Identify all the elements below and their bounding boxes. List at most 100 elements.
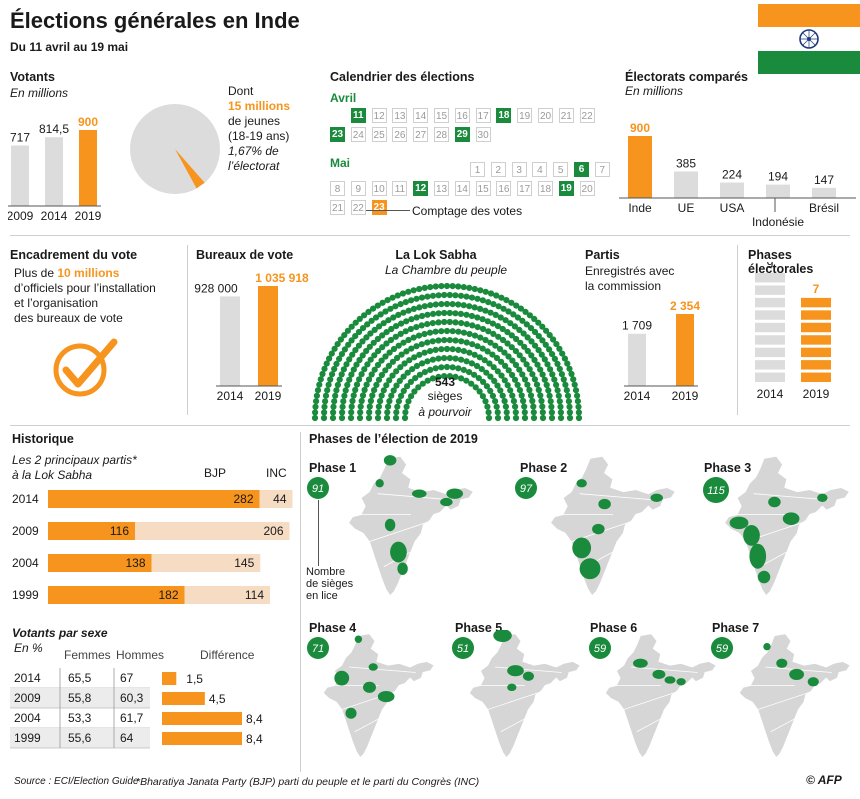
phase-3-map [723, 455, 851, 597]
calendar-day-may-22: 22 [350, 200, 366, 215]
seat-dot [377, 398, 384, 405]
seat-dot [463, 358, 470, 365]
seat-dot [361, 366, 368, 373]
history-label-inc-2004: 145 [234, 556, 254, 570]
phase-region [345, 707, 357, 719]
seat-dot [427, 366, 434, 373]
seat-dot [408, 297, 415, 304]
seat-dot [415, 332, 423, 339]
seat-dot [543, 327, 550, 334]
seat-dot [410, 305, 417, 312]
seat-dot [438, 283, 445, 290]
seat-dot [331, 365, 338, 373]
calendar-may-label: Mai [330, 156, 351, 170]
seat-dot [385, 362, 392, 369]
seat-dot [379, 344, 386, 351]
seat-dot [494, 382, 501, 389]
calendar-day-april-16: 16 [454, 108, 470, 123]
calendar-day-april-23: 23 [330, 127, 345, 142]
seat-dot [555, 392, 562, 399]
parties-chart: 1 709 2014 2 354 2019 [622, 299, 700, 403]
seat-dot [405, 288, 412, 295]
seat-dot [513, 302, 520, 309]
seat-dot [353, 361, 360, 368]
seat-dot [421, 330, 428, 338]
page-subtitle: Du 11 avril au 19 mai [10, 40, 129, 54]
seat-dot [482, 307, 489, 314]
seat-dot [495, 303, 502, 310]
seat-dot [388, 392, 395, 399]
seat-dot [415, 384, 422, 391]
seat-dot [575, 403, 582, 410]
seat-dot [483, 383, 490, 390]
bar-voters-2019 [79, 130, 97, 206]
seat-dot [376, 323, 383, 330]
seat-dot [394, 354, 401, 362]
supervision-line1: Plus de [14, 266, 55, 280]
seat-dot [405, 307, 412, 314]
seat-dot [501, 349, 508, 356]
seat-dot [510, 311, 517, 318]
seat-dot [380, 320, 387, 327]
phase-1-map [347, 455, 475, 597]
history-bar-inc-2004 [151, 554, 261, 572]
seat-dot [535, 386, 542, 394]
phase-region [650, 493, 663, 503]
seat-dot [352, 347, 359, 354]
seat-dot [482, 288, 489, 295]
seat-dot [531, 328, 539, 336]
seat-dot [327, 376, 334, 383]
seat-dot [562, 381, 569, 388]
seat-dot [421, 284, 428, 291]
seat-dot [312, 403, 319, 410]
seat-dot [441, 355, 448, 362]
seat-dot [357, 403, 364, 410]
seat-dot [364, 321, 371, 328]
sex-men-1999: 64 [120, 731, 134, 745]
seat-dot [484, 348, 491, 355]
calendar-april-label: Avril [330, 91, 357, 105]
seat-dot [544, 361, 551, 368]
seat-dot [374, 302, 381, 309]
calendar-day-april-27: 27 [413, 127, 429, 142]
phase-region [592, 523, 605, 535]
history-bar-inc-1999 [184, 586, 270, 604]
state-border [753, 493, 829, 501]
seat-dot [512, 361, 520, 369]
phase-3-badge: 115 [703, 477, 729, 503]
seat-dot [441, 309, 448, 317]
seat-dot [449, 364, 456, 371]
seat-dot [572, 387, 580, 394]
seat-dot [441, 291, 448, 299]
seat-dot [429, 338, 436, 345]
voters-title: Votants [10, 70, 55, 84]
phase-3-seats: 115 [707, 485, 725, 497]
seat-dot [522, 308, 529, 315]
youth-note: Dont 15 millions de jeunes (18-19 ans) 1… [228, 84, 290, 174]
seat-dot [401, 360, 408, 367]
seat-dot [400, 373, 407, 380]
phase-region [522, 671, 534, 681]
calendar-day-april-20: 20 [538, 108, 553, 123]
seat-dot [452, 337, 459, 344]
seat-dot [343, 361, 350, 368]
seat-dot [363, 381, 370, 388]
phase-4-seats: 71 [312, 643, 324, 655]
history-label-bjp-2004: 138 [125, 556, 145, 570]
seat-dot [507, 320, 514, 327]
seat-dot [375, 348, 382, 355]
seat-dot [404, 383, 411, 390]
calendar-day-april-24: 24 [350, 127, 366, 142]
bar-polling-stations-2014 [220, 296, 240, 386]
seat-dot [502, 317, 509, 324]
seat-dot [429, 292, 437, 299]
seat-dot [328, 350, 335, 357]
seat-dot [424, 311, 431, 318]
seat-dot [471, 371, 478, 378]
seat-dot [322, 398, 329, 405]
state-border [770, 718, 795, 733]
seat-dot [524, 347, 531, 355]
source-note: Source : ECI/Election Guide [14, 776, 139, 787]
seat-dot [356, 315, 363, 322]
seat-dot [524, 334, 531, 341]
